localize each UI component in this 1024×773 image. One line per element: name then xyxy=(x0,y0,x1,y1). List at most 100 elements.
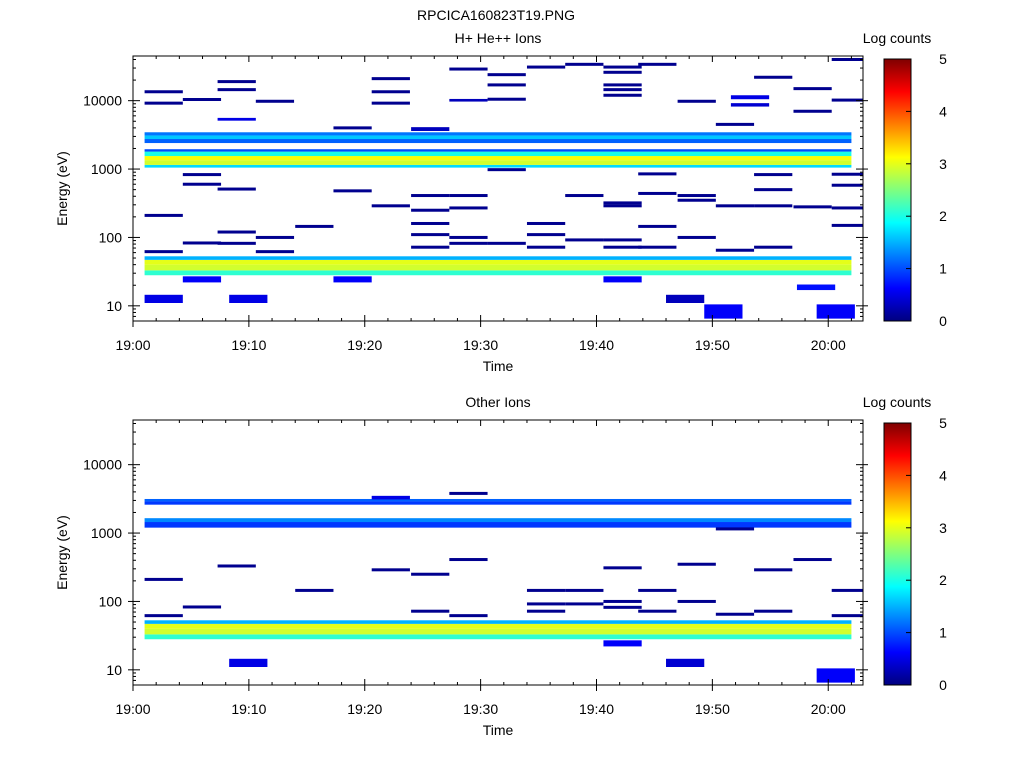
data-dash xyxy=(449,558,488,562)
data-cell xyxy=(730,95,770,100)
y-axis-label: Energy (eV) xyxy=(54,151,70,226)
panel-2: Other Ions 19:00 19:10 19:20 19:30 19:40 19:50… xyxy=(54,394,947,738)
data-dash xyxy=(638,588,677,592)
x-tick-label: 19:30 xyxy=(463,337,498,353)
data-dash xyxy=(144,577,183,581)
x-tick-label: 19:10 xyxy=(231,701,266,717)
data-dash xyxy=(255,235,295,239)
data-dash xyxy=(217,187,256,191)
data-dash xyxy=(565,194,604,198)
energy-band xyxy=(144,156,852,161)
data-dash xyxy=(603,70,642,74)
data-dash xyxy=(831,206,863,210)
data-dash xyxy=(182,173,222,177)
energy-band xyxy=(144,139,852,144)
data-dash xyxy=(754,245,793,249)
energy-band xyxy=(144,160,852,165)
energy-band xyxy=(144,259,852,265)
x-tick-label: 19:00 xyxy=(115,701,150,717)
colorbar-tick-label: 4 xyxy=(939,467,947,483)
x-tick-label: 19:50 xyxy=(695,701,730,717)
colorbar-tick-label: 3 xyxy=(939,156,947,172)
energy-band xyxy=(144,264,852,271)
energy-band xyxy=(144,522,852,528)
data-dash xyxy=(565,602,604,606)
data-dash xyxy=(371,568,410,572)
data-cell xyxy=(144,294,183,303)
data-dash xyxy=(638,245,677,249)
energy-band xyxy=(144,634,852,640)
data-dash xyxy=(793,109,832,113)
data-dash xyxy=(603,566,642,570)
x-tick-label: 19:10 xyxy=(231,337,266,353)
energy-band xyxy=(144,628,852,635)
data-dash xyxy=(603,238,642,242)
data-dash xyxy=(411,194,450,198)
data-dash xyxy=(526,588,566,592)
energy-band xyxy=(144,620,852,624)
data-dash xyxy=(793,558,832,562)
energy-band xyxy=(144,164,852,168)
data-dash xyxy=(754,609,793,613)
data-cell xyxy=(229,294,268,303)
energy-band xyxy=(144,151,852,157)
x-axis-label: Time xyxy=(483,358,514,374)
data-dash xyxy=(638,224,677,228)
data-dash xyxy=(603,599,642,603)
data-dash xyxy=(487,83,526,87)
data-dash xyxy=(449,614,488,618)
data-dash xyxy=(182,98,222,102)
data-dash xyxy=(715,248,755,252)
data-dash xyxy=(411,233,450,237)
colorbar-tick-label: 4 xyxy=(939,103,947,119)
data-dash xyxy=(677,194,716,198)
data-dash xyxy=(255,99,295,103)
colorbar-tick-label: 5 xyxy=(939,51,947,67)
data-dash xyxy=(603,83,642,87)
data-dash xyxy=(411,221,450,225)
data-dash xyxy=(144,614,183,618)
data-dash xyxy=(603,93,642,97)
energy-band xyxy=(144,135,852,140)
y-tick-label: 100 xyxy=(99,593,123,609)
data-cell xyxy=(704,304,743,319)
panel-1: H+ He++ Ions 19:00 19:10 19:20 19:30 19:40 19:… xyxy=(54,30,947,374)
data-cell xyxy=(182,276,222,283)
plot-area-2 xyxy=(144,491,863,683)
data-dash xyxy=(526,609,566,613)
data-cell xyxy=(666,658,705,667)
data-cell xyxy=(666,294,705,303)
data-dash xyxy=(411,572,450,576)
data-dash xyxy=(526,233,566,237)
x-tick-label: 19:50 xyxy=(695,337,730,353)
data-dash xyxy=(526,602,566,606)
y-tick-label: 100 xyxy=(99,229,123,245)
data-dash xyxy=(793,87,832,91)
data-dash xyxy=(677,562,716,566)
data-dash xyxy=(754,568,793,572)
data-dash xyxy=(411,208,450,212)
data-dash xyxy=(182,182,222,186)
data-dash xyxy=(449,491,488,495)
data-dash xyxy=(217,241,256,245)
energy-band xyxy=(144,518,852,523)
data-dash xyxy=(182,241,222,245)
data-dash xyxy=(754,188,793,192)
data-dash xyxy=(333,126,372,130)
colorbar-tick-label: 0 xyxy=(939,677,947,693)
data-dash xyxy=(371,101,410,105)
data-dash xyxy=(487,73,526,77)
data-dash xyxy=(831,98,863,102)
data-dash xyxy=(217,88,256,92)
data-dash xyxy=(831,588,863,592)
data-dash xyxy=(715,612,755,616)
data-dash xyxy=(638,172,677,176)
data-dash xyxy=(449,241,488,245)
data-dash xyxy=(217,230,256,234)
y-tick-label: 1000 xyxy=(91,161,122,177)
energy-band xyxy=(144,270,852,276)
data-dash xyxy=(449,235,488,239)
data-dash xyxy=(144,90,183,94)
data-cell xyxy=(730,103,770,107)
